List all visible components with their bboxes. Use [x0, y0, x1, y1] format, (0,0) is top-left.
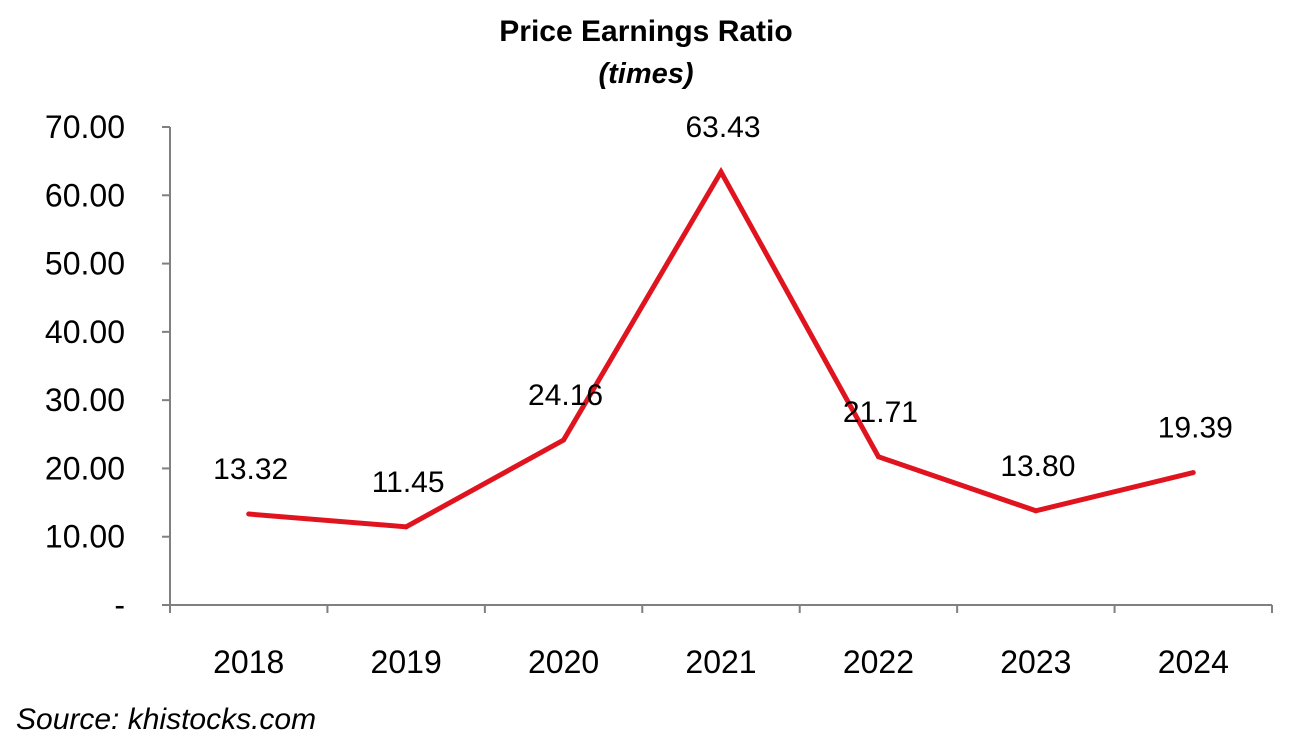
data-label: 19.39 [1158, 412, 1233, 445]
series-layer [246, 166, 1196, 530]
y-tick-label: 20.00 [45, 450, 125, 486]
x-tick-label: 2021 [685, 644, 756, 680]
data-point [246, 511, 252, 517]
data-label: 11.45 [372, 466, 445, 499]
data-label: 21.71 [843, 396, 918, 429]
y-tick-label: 70.00 [45, 109, 125, 145]
data-point [875, 454, 881, 460]
data-point [1033, 508, 1039, 514]
data-point [561, 437, 567, 443]
x-tick-label: 2020 [528, 644, 599, 680]
y-tick-label: 40.00 [45, 314, 125, 350]
source-note: Source: khistocks.com [16, 703, 317, 736]
data-label: 13.32 [213, 453, 288, 486]
labels-layer: 13.32 11.45 24.16 63.43 21.71 13.80 19.39 [213, 111, 1233, 499]
data-label: 63.43 [685, 111, 760, 144]
y-tick-label: 30.00 [45, 382, 125, 418]
y-tick-label: 10.00 [45, 519, 125, 555]
x-tick-label: 2022 [843, 644, 914, 680]
x-tick-label: 2024 [1158, 644, 1229, 680]
y-tick-label: - [114, 587, 125, 623]
x-tick-label: 2023 [1000, 644, 1071, 680]
y-tick-label: 60.00 [45, 177, 125, 213]
data-point [403, 524, 409, 530]
y-tick-label: 50.00 [45, 246, 125, 282]
x-tick-label: 2018 [213, 644, 284, 680]
axes: - 10.00 20.00 30.00 40.00 50.00 60.00 70.00 2018… [45, 109, 1273, 680]
data-label: 13.80 [1000, 450, 1075, 483]
data-label: 24.16 [528, 379, 603, 412]
data-point [1190, 470, 1196, 476]
chart-subtitle: (times) [598, 58, 694, 90]
x-tick-label: 2019 [371, 644, 442, 680]
chart-title: Price Earnings Ratio [499, 15, 793, 48]
data-point [718, 169, 724, 175]
